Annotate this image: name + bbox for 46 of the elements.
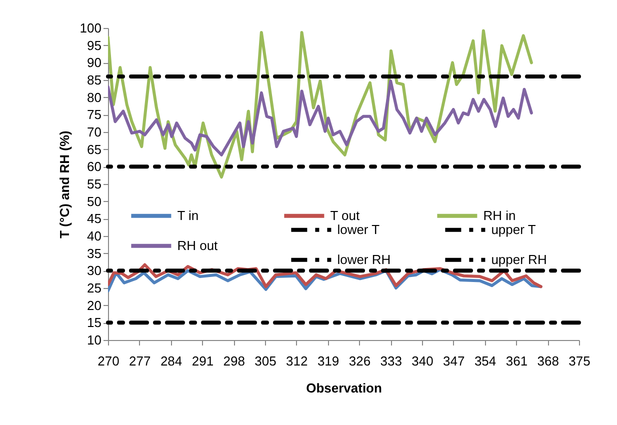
- legend-label: RH in: [483, 208, 516, 223]
- legend-label: T in: [177, 208, 199, 223]
- legend-label: T out: [330, 208, 360, 223]
- x-axis-title: Observation: [306, 380, 382, 396]
- legend-label: lower T: [337, 222, 380, 237]
- line-series: [108, 80, 533, 156]
- legend-label: lower RH: [337, 252, 391, 267]
- y-tick-label: 95: [87, 38, 102, 53]
- y-tick-label: 75: [87, 107, 102, 122]
- x-tick-label: 368: [537, 354, 559, 368]
- y-tick-label: 55: [87, 176, 102, 192]
- x-tick-label: 340: [412, 354, 434, 368]
- y-axis-title: T (°C) and RH (%): [56, 130, 72, 238]
- y-tick-label: 30: [87, 263, 102, 278]
- x-tick-label: 375: [568, 354, 590, 368]
- x-tick-label: 284: [160, 354, 182, 368]
- legend-label: RH out: [177, 238, 218, 253]
- x-tick-label: 298: [223, 354, 245, 368]
- y-tick-label: 50: [87, 194, 102, 209]
- y-tick-label: 35: [87, 246, 102, 261]
- x-tick-label: 277: [129, 354, 151, 368]
- x-tick-label: 270: [98, 354, 120, 368]
- y-tick-label: 15: [87, 315, 102, 330]
- x-tick-label: 291: [192, 354, 214, 368]
- x-tick-label: 361: [506, 354, 528, 368]
- y-tick-label: 45: [87, 211, 102, 226]
- x-tick-label: 347: [443, 354, 465, 368]
- y-tick-label: 25: [87, 280, 102, 296]
- y-tick-label: 90: [87, 55, 102, 70]
- y-tick-label: 100: [80, 20, 102, 36]
- legend-label: upper T: [491, 222, 536, 237]
- y-tick-label: 70: [87, 124, 102, 140]
- y-tick-label: 20: [87, 298, 102, 313]
- x-tick-label: 354: [474, 354, 496, 368]
- y-tick-label: 65: [87, 142, 102, 157]
- y-tick-label: 40: [87, 228, 102, 244]
- y-tick-label: 80: [87, 90, 102, 105]
- x-tick-label: 305: [254, 354, 276, 368]
- legend-label: upper RH: [491, 252, 547, 267]
- y-tick-label: 60: [87, 159, 102, 174]
- x-tick-label: 312: [286, 354, 308, 368]
- x-tick-label: 333: [380, 354, 402, 368]
- x-tick-label: 326: [348, 354, 371, 368]
- y-tick-label: 85: [87, 72, 102, 88]
- x-tick-label: 319: [317, 354, 340, 368]
- y-tick-label: 10: [87, 332, 102, 348]
